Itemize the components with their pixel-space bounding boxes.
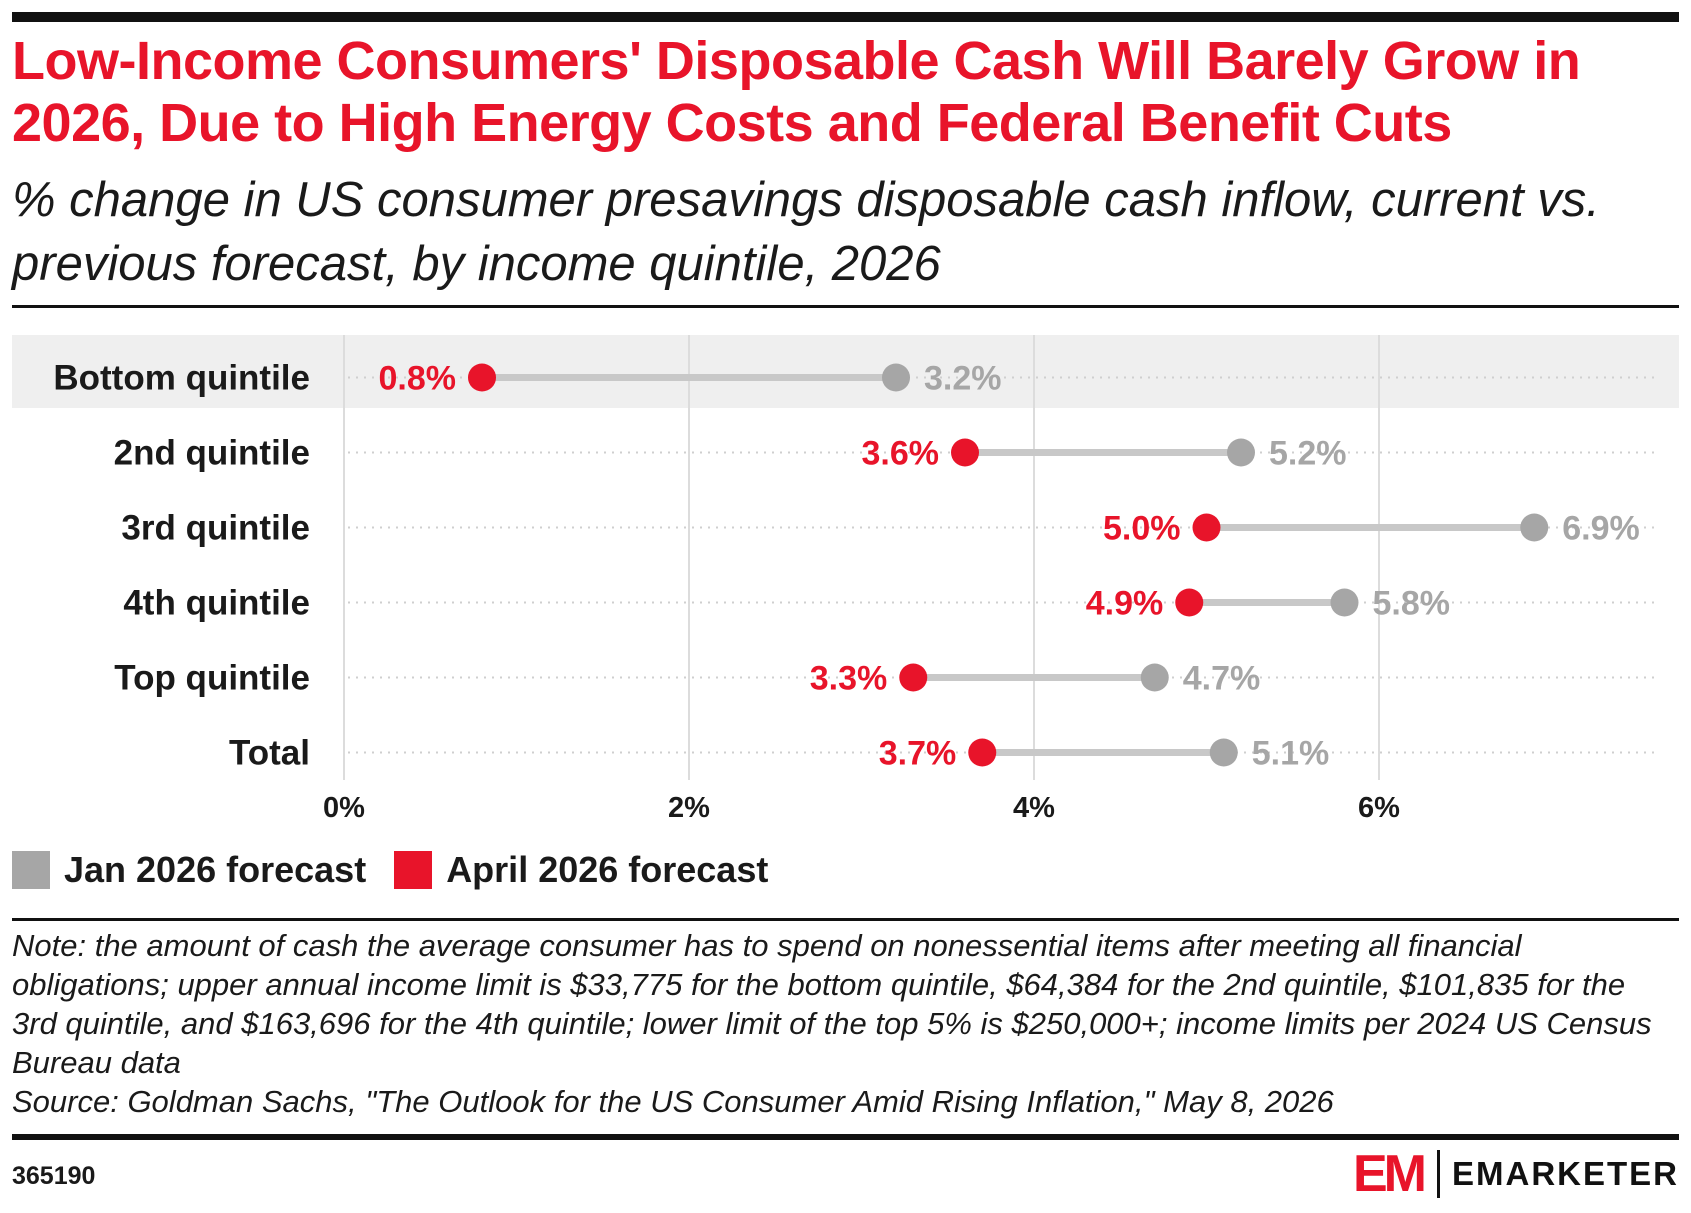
april-forecast-point [951,438,979,467]
chart-title: Low-Income Consumers' Disposable Cash Wi… [12,31,1581,153]
jan-value-label: 6.9% [1562,510,1640,548]
april-forecast-point [1192,513,1221,542]
legend-label-april: April 2026 forecast [446,849,769,890]
april-value-label: 5.0% [1103,510,1181,548]
x-tick-label: 4% [1013,792,1055,824]
jan-value-label: 3.2% [924,360,1002,398]
legend-swatch-jan [12,851,50,889]
jan-forecast-point [882,363,910,392]
note-text: Note: the amount of cash the average con… [12,928,1652,1080]
legend-item-jan: Jan 2026 forecast [12,849,366,891]
category-label: Total [229,734,310,773]
source-text: Source: Goldman Sachs, "The Outlook for … [12,1084,1334,1119]
jan-value-label: 4.7% [1183,660,1261,698]
chart-id: 365190 [12,1162,96,1190]
april-forecast-point [968,738,997,767]
april-forecast-point [899,663,928,692]
dumbbell-chart: 0% 2% 4% 6% Bottom quintile 0.8% 3.2% 2nd quint… [12,335,1679,824]
footer-divider [12,918,1679,921]
category-label: Top quintile [114,659,310,698]
chart-subtitle: % change in US consumer presavings dispo… [12,173,1600,291]
jan-value-label: 5.8% [1373,585,1451,623]
jan-value-label: 5.2% [1269,435,1347,473]
legend-swatch-april [394,851,433,889]
bottom-rule [12,1134,1679,1140]
april-forecast-point [1175,588,1204,617]
jan-forecast-point [1209,738,1238,767]
emarketer-logo: EM EMARKETER [1353,1148,1679,1200]
april-forecast-point [468,363,496,392]
top-rule [12,12,1679,22]
footnote: Note: the amount of cash the average con… [12,926,1672,1121]
legend: Jan 2026 forecast April 2026 forecast [12,848,796,892]
jan-forecast-point [1227,438,1255,467]
april-value-label: 4.9% [1086,585,1164,623]
highlight-row-bg [12,335,1679,408]
logo-divider [1436,1150,1440,1198]
em-logo-mark: EM [1352,1145,1427,1203]
category-label: Bottom quintile [53,359,310,398]
legend-label-jan: Jan 2026 forecast [64,849,367,890]
jan-forecast-point [1330,588,1359,617]
header-divider [12,305,1679,308]
april-value-label: 3.6% [862,435,940,473]
jan-value-label: 5.1% [1252,735,1330,773]
x-tick-label: 2% [668,792,710,824]
category-label: 2nd quintile [114,434,310,473]
legend-item-april: April 2026 forecast [394,849,768,891]
category-label: 4th quintile [123,584,310,623]
x-tick-label: 0% [323,792,365,824]
jan-forecast-point [1140,663,1169,692]
april-value-label: 3.7% [879,735,957,773]
category-label: 3rd quintile [121,509,310,548]
april-value-label: 3.3% [810,660,888,698]
april-value-label: 0.8% [379,360,457,398]
jan-forecast-point [1520,513,1549,542]
brand-wordmark: EMARKETER [1451,1155,1679,1192]
x-tick-label: 6% [1358,792,1400,824]
